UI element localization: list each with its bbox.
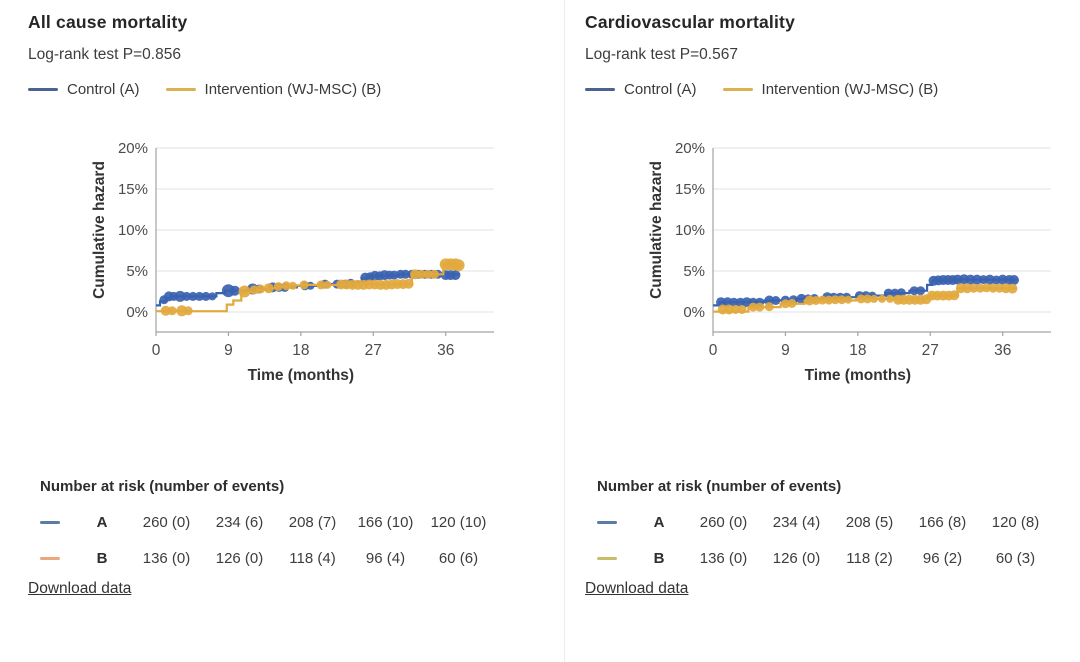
legend-label-intervention: Intervention (WJ-MSC) (B) (761, 81, 939, 98)
risk-value: 208 (7) (288, 514, 337, 531)
risk-value: 166 (8) (918, 514, 967, 531)
risk-value: 96 (4) (365, 550, 406, 567)
svg-text:9: 9 (781, 342, 790, 359)
group-b-dash-icon (40, 557, 60, 560)
group-a-dash-icon (597, 521, 617, 524)
log-rank-result: Log-rank test P=0.567 (585, 46, 738, 63)
group-b-dash-icon (597, 557, 617, 560)
legend-item-intervention[interactable]: Intervention (WJ-MSC) (B) (722, 81, 939, 98)
risk-value: 126 (0) (772, 550, 821, 567)
row-label: A (653, 514, 665, 531)
svg-text:36: 36 (437, 342, 454, 359)
risk-value: 136 (0) (699, 550, 748, 567)
risk-value: 120 (8) (991, 514, 1040, 531)
risk-value: 60 (3) (995, 550, 1036, 567)
risk-value: 260 (0) (142, 514, 191, 531)
svg-text:36: 36 (994, 342, 1011, 359)
page-title: All cause mortality (28, 12, 188, 32)
svg-text:18: 18 (849, 342, 866, 359)
risk-value: 118 (2) (846, 550, 893, 567)
svg-text:15%: 15% (675, 181, 705, 198)
risk-value: 166 (10) (357, 514, 414, 531)
control-line-swatch (28, 88, 58, 91)
svg-text:27: 27 (922, 342, 939, 359)
svg-text:18: 18 (292, 342, 309, 359)
cumulative-hazard-chart: 0% 5% 10% 15% 20% 0 9 18 27 36 Cumulative hazard Ti… (585, 134, 1080, 386)
svg-text:0%: 0% (126, 304, 148, 321)
group-a-dash-icon (40, 521, 60, 524)
svg-text:27: 27 (365, 342, 382, 359)
risk-table-heading: Number at risk (number of events) (597, 478, 842, 495)
svg-text:0: 0 (152, 342, 161, 359)
svg-text:20%: 20% (118, 140, 148, 157)
number-at-risk-table: Number at risk (number of events) A 260 … (28, 478, 564, 567)
risk-value: 260 (0) (699, 514, 748, 531)
svg-text:15%: 15% (118, 181, 148, 198)
risk-value: 120 (10) (430, 514, 487, 531)
risk-table-heading: Number at risk (number of events) (40, 478, 285, 495)
svg-text:5%: 5% (126, 263, 148, 280)
row-label: A (96, 514, 108, 531)
svg-text:20%: 20% (675, 140, 705, 157)
download-data-link[interactable]: Download data (28, 580, 132, 597)
table-row: A 260 (0) 234 (6) 208 (7) 166 (10) 120 (… (40, 514, 564, 531)
svg-text:10%: 10% (675, 222, 705, 239)
risk-value: 60 (6) (438, 550, 479, 567)
legend-label-control: Control (A) (624, 81, 697, 98)
panel-cardiovascular-mortality: Cardiovascular mortality Log-rank test P… (564, 0, 1080, 662)
table-row: B 136 (0) 126 (0) 118 (2) 96 (2) 60 (3) (597, 550, 1080, 567)
number-at-risk-table: Number at risk (number of events) A 260 … (585, 478, 1080, 567)
control-line-swatch (585, 88, 615, 91)
svg-text:Time (months): Time (months) (248, 367, 355, 384)
risk-value: 118 (4) (289, 550, 336, 567)
legend-label-control: Control (A) (67, 81, 140, 98)
risk-value: 208 (5) (845, 514, 894, 531)
legend: Control (A) Intervention (WJ-MSC) (B) (585, 81, 1080, 98)
svg-text:Cumulative hazard: Cumulative hazard (648, 161, 665, 299)
legend-label-intervention: Intervention (WJ-MSC) (B) (204, 81, 382, 98)
svg-text:Time (months): Time (months) (805, 367, 912, 384)
panel-all-cause-mortality: All cause mortality Log-rank test P=0.85… (28, 12, 564, 597)
svg-text:Cumulative hazard: Cumulative hazard (91, 161, 108, 299)
table-row: B 136 (0) 126 (0) 118 (4) 96 (4) 60 (6) (40, 550, 564, 567)
legend-item-intervention[interactable]: Intervention (WJ-MSC) (B) (165, 81, 382, 98)
svg-text:9: 9 (224, 342, 233, 359)
svg-text:0: 0 (709, 342, 718, 359)
legend: Control (A) Intervention (WJ-MSC) (B) (28, 81, 564, 98)
risk-value: 136 (0) (142, 550, 191, 567)
log-rank-result: Log-rank test P=0.856 (28, 46, 181, 63)
risk-value: 126 (0) (215, 550, 264, 567)
download-data-link[interactable]: Download data (585, 580, 689, 597)
row-label: B (96, 550, 108, 567)
risk-value: 234 (6) (215, 514, 264, 531)
cumulative-hazard-chart: 0% 5% 10% 15% 20% 0 9 18 27 36 Cumulative hazard Ti… (28, 134, 543, 386)
table-row: A 260 (0) 234 (4) 208 (5) 166 (8) 120 (8… (597, 514, 1080, 531)
svg-text:10%: 10% (118, 222, 148, 239)
svg-text:5%: 5% (683, 263, 705, 280)
row-label: B (653, 550, 665, 567)
intervention-line-swatch (722, 88, 753, 91)
legend-item-control[interactable]: Control (A) (28, 81, 140, 98)
legend-item-control[interactable]: Control (A) (585, 81, 697, 98)
risk-value: 234 (4) (772, 514, 821, 531)
risk-value: 96 (2) (922, 550, 963, 567)
page-title: Cardiovascular mortality (585, 12, 796, 32)
intervention-line-swatch (165, 88, 196, 91)
svg-text:0%: 0% (683, 304, 705, 321)
